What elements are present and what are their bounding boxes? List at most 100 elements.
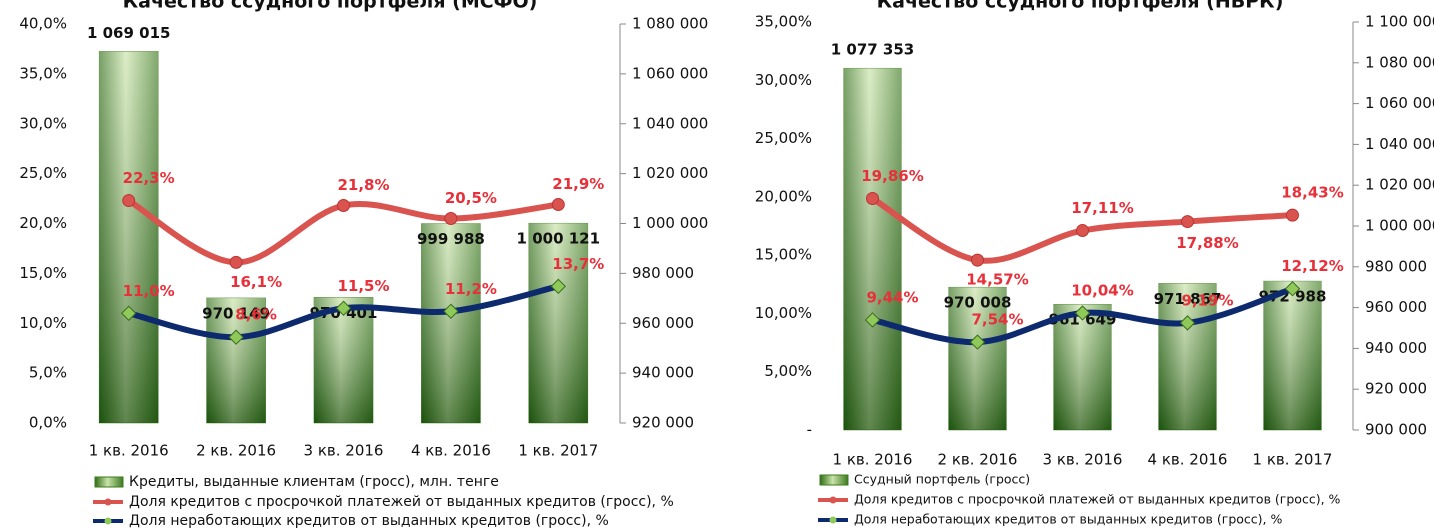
y2-tick-label: 1 080 000 (632, 15, 708, 33)
line-marker (866, 191, 879, 205)
line-value-label: 22,3% (123, 169, 175, 187)
line-marker (443, 303, 459, 319)
line-value-label: 20,5% (445, 189, 497, 207)
line-value-label: 17,11% (1071, 199, 1133, 217)
line-value-label: 11,5% (337, 277, 389, 295)
y-tick-label: 25,00% (755, 129, 812, 147)
line-value-label: 7,54% (971, 311, 1023, 329)
y-tick-label: 40,0% (19, 15, 67, 33)
x-tick-label: 1 кв. 2017 (1253, 451, 1333, 469)
line-marker (971, 253, 984, 267)
y-tick-label: 35,0% (19, 64, 67, 82)
line-marker (444, 212, 458, 226)
y2-tick-label: 1 060 000 (632, 64, 708, 82)
y2-tick-label: 1 020 000 (632, 164, 708, 182)
line-value-label: 14,57% (966, 271, 1028, 289)
legend-marker (104, 517, 112, 525)
line-value-label: 16,1% (230, 273, 282, 291)
y2-tick-label: 1 100 000 (1365, 13, 1434, 31)
y2-tick-label: 920 000 (1365, 380, 1427, 398)
x-tick-label: 1 кв. 2017 (518, 442, 598, 460)
chart-title: Качество ссудного портфеля (НБРК) (877, 0, 1284, 13)
line-value-label: 9,44% (866, 288, 918, 306)
legend-label: Доля неработающих кредитов от выданных к… (854, 512, 1282, 527)
y-tick-label: 30,00% (755, 71, 812, 89)
y2-tick-label: 940 000 (1365, 339, 1427, 357)
x-tick-label: 4 кв. 2016 (411, 442, 491, 460)
line-marker (1181, 215, 1194, 229)
x-tick-label: 2 кв. 2016 (938, 451, 1018, 469)
y2-tick-label: 1 040 000 (1365, 135, 1434, 153)
y-tick-label: 35,00% (755, 13, 812, 31)
line-value-label: 10,04% (1071, 281, 1133, 299)
y2-tick-label: 1 000 000 (632, 214, 708, 232)
line-marker (1284, 281, 1301, 297)
legend-label: Ссудный портфель (гросс) (854, 472, 1030, 487)
line-marker (1074, 305, 1091, 321)
y2-tick-label: 960 000 (632, 314, 694, 332)
y-tick-label: 10,00% (755, 304, 812, 322)
line-marker (228, 329, 244, 345)
y2-tick-label: 1 000 000 (1365, 217, 1434, 235)
y2-tick-label: 1 040 000 (632, 114, 708, 132)
y2-tick-label: 1 060 000 (1365, 94, 1434, 112)
y-tick-label: 25,0% (19, 164, 67, 182)
legend-marker (829, 496, 837, 504)
y2-tick-label: 960 000 (1365, 298, 1427, 316)
y-tick-label: 20,00% (755, 187, 812, 205)
y-tick-label: - (807, 421, 812, 439)
x-tick-label: 2 кв. 2016 (196, 442, 276, 460)
line-marker (120, 305, 137, 321)
bar-value-label: 970 008 (944, 294, 1012, 312)
y2-tick-label: 1 080 000 (1365, 53, 1434, 71)
bar-shade (206, 297, 266, 423)
y2-tick-label: 920 000 (632, 414, 694, 432)
line-value-label: 11,2% (445, 280, 497, 298)
line-value-label: 12,12% (1281, 257, 1343, 275)
y-tick-label: 10,0% (19, 314, 67, 332)
x-tick-label: 3 кв. 2016 (1043, 451, 1123, 469)
bar-value-label: 1 000 121 (517, 230, 601, 248)
line-value-label: 9,19% (1181, 291, 1233, 309)
line-value-label: 13,7% (552, 255, 604, 273)
line-marker (550, 278, 567, 295)
legend-marker (104, 498, 112, 506)
line-value-label: 19,86% (861, 167, 923, 185)
line-marker (969, 334, 986, 350)
bar-shade (528, 223, 588, 423)
bar-shade (1158, 283, 1217, 430)
y-tick-label: 0,0% (29, 414, 67, 432)
line-value-label: 21,8% (337, 176, 389, 194)
y-tick-label: 15,00% (755, 246, 812, 264)
line-value-label: 8,6% (235, 306, 277, 324)
line-marker (1076, 224, 1089, 238)
bar-value-label: 971 867 (1154, 290, 1222, 308)
bar-shade (948, 287, 1007, 430)
y-tick-label: 15,0% (19, 264, 67, 282)
bar-value-label: 1 077 353 (831, 41, 915, 59)
line-marker (337, 199, 350, 213)
y2-tick-label: 980 000 (632, 264, 694, 282)
line-value-label: 21,9% (552, 175, 604, 193)
line-marker (551, 198, 565, 212)
legend-swatch (819, 474, 849, 486)
bar-value-label: 999 988 (417, 230, 485, 248)
line-value-label: 17,88% (1176, 234, 1238, 252)
bar-value-label: 1 069 015 (87, 24, 171, 42)
bar-shade (843, 68, 902, 430)
bar-shade (99, 51, 159, 423)
bar-shade (421, 223, 481, 423)
line-marker (1286, 208, 1299, 222)
line-marker (122, 194, 136, 208)
x-tick-label: 1 кв. 2016 (89, 442, 169, 460)
line-marker (229, 255, 243, 269)
x-tick-label: 1 кв. 2016 (833, 451, 913, 469)
y-tick-label: 5,00% (764, 362, 812, 380)
y-tick-label: 30,0% (19, 114, 67, 132)
legend-label: Доля кредитов с просрочкой платежей от в… (854, 492, 1341, 507)
line-marker (1179, 315, 1196, 331)
bar-shade (1263, 281, 1322, 430)
legend-swatch (94, 476, 124, 488)
bar-value-label: 970 149 (202, 304, 270, 322)
